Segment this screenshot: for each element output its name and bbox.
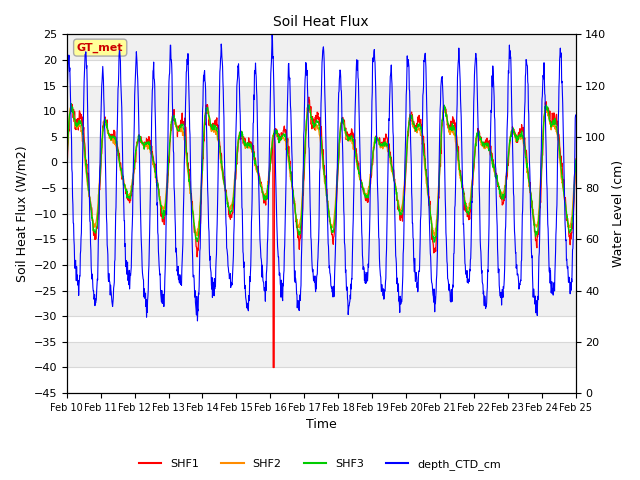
- Title: Soil Heat Flux: Soil Heat Flux: [273, 15, 369, 29]
- Bar: [67, 290, 575, 316]
- Y-axis label: Water Level (cm): Water Level (cm): [612, 160, 625, 267]
- X-axis label: Time: Time: [306, 419, 337, 432]
- Bar: [67, 240, 575, 265]
- Bar: [67, 137, 575, 162]
- Bar: [67, 85, 575, 111]
- Y-axis label: Soil Heat Flux (W/m2): Soil Heat Flux (W/m2): [15, 145, 28, 282]
- Bar: [67, 188, 575, 214]
- Bar: [67, 35, 575, 60]
- Bar: [67, 342, 575, 368]
- Text: GT_met: GT_met: [77, 42, 124, 53]
- Legend: SHF1, SHF2, SHF3, depth_CTD_cm: SHF1, SHF2, SHF3, depth_CTD_cm: [135, 455, 505, 474]
